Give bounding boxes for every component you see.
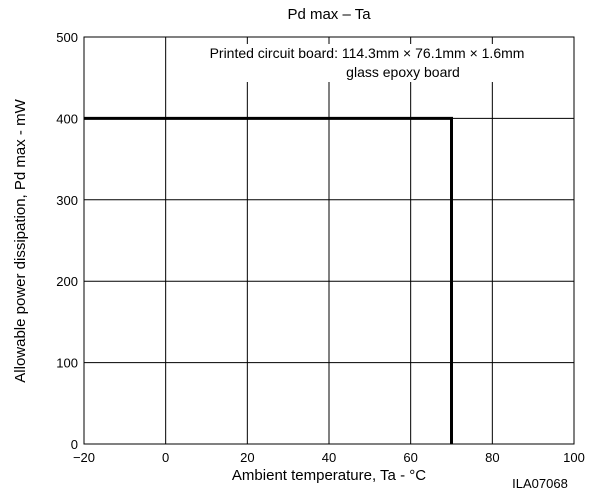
x-tick-label: 60 (403, 450, 417, 465)
y-tick-label: 200 (56, 274, 78, 289)
chart-title: Pd max – Ta (287, 6, 371, 23)
x-tick-labels: −20 0 20 40 60 80 100 (73, 450, 585, 465)
y-tick-label: 400 (56, 111, 78, 126)
x-tick-label: 20 (240, 450, 254, 465)
x-tick-label: −20 (73, 450, 95, 465)
annotation-line-2: glass epoxy board (346, 64, 460, 80)
y-tick-labels: 0 100 200 300 400 500 (56, 30, 78, 452)
grid (84, 37, 574, 444)
x-tick-label: 40 (322, 450, 336, 465)
x-tick-label: 100 (563, 450, 585, 465)
annotation-background (168, 44, 568, 82)
y-axis-label: Allowable power dissipation, Pd max - mW (12, 98, 29, 382)
x-tick-label: 0 (162, 450, 169, 465)
plot-frame (83, 36, 575, 445)
annotation-box: Printed circuit board: 114.3mm × 76.1mm … (168, 44, 568, 82)
series-line (84, 116, 453, 444)
figure-code: ILA07068 (512, 476, 568, 491)
y-tick-label: 0 (71, 437, 78, 452)
series-group (84, 116, 453, 444)
y-tick-label: 300 (56, 193, 78, 208)
annotation-line-1: Printed circuit board: 114.3mm × 76.1mm … (210, 45, 525, 61)
x-tick-label: 80 (485, 450, 499, 465)
y-tick-label: 500 (56, 30, 78, 45)
y-tick-label: 100 (56, 356, 78, 371)
x-axis-label: Ambient temperature, Ta - °C (232, 467, 426, 484)
